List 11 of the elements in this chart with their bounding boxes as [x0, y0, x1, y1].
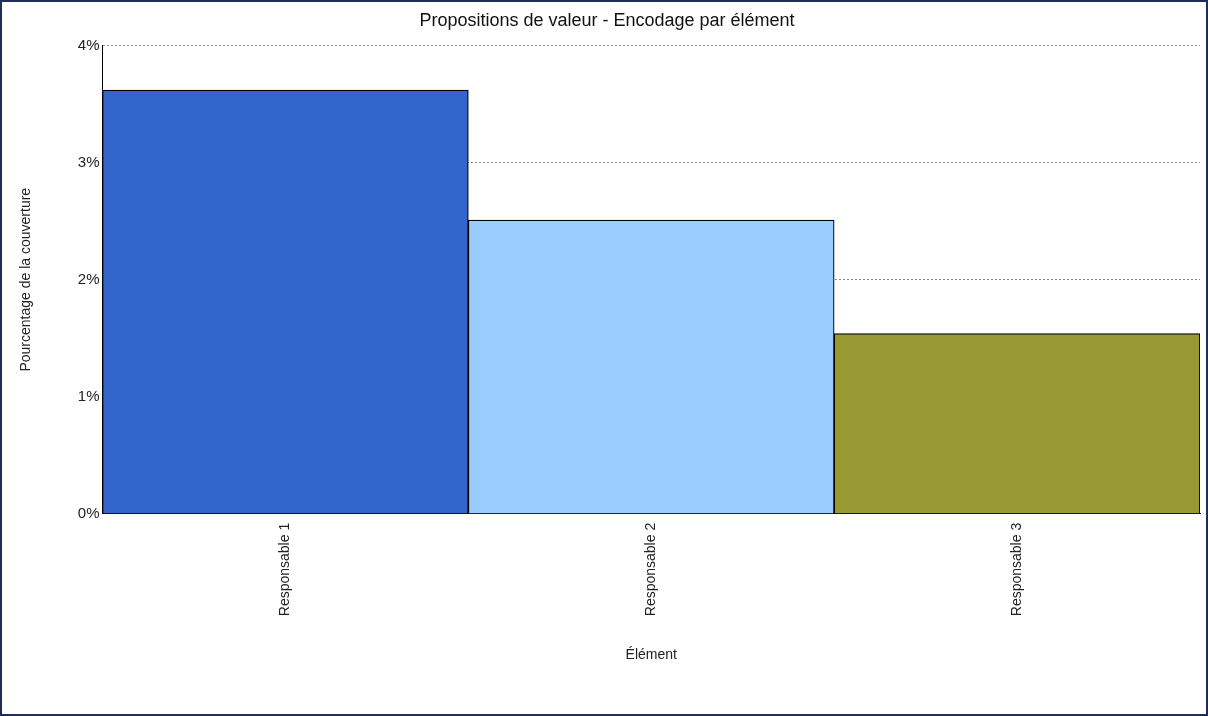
x-tick-label: Responsable 3 [1007, 522, 1024, 617]
y-tick-label: 1% [77, 386, 100, 404]
y-tick-label: 2% [77, 269, 100, 287]
y-tick-label: 4% [77, 35, 100, 53]
x-tick-label: Responsable 1 [276, 522, 293, 617]
y-tick-label: 3% [77, 152, 100, 170]
x-axis-title: Élément [625, 646, 678, 663]
y-tick-label: 0% [77, 503, 100, 521]
chart-title: Propositions de valeur - Encodage par élément [419, 9, 795, 30]
y-axis-title: Pourcentage de la couverture [17, 187, 34, 372]
x-tick-label: Responsable 2 [642, 522, 659, 617]
